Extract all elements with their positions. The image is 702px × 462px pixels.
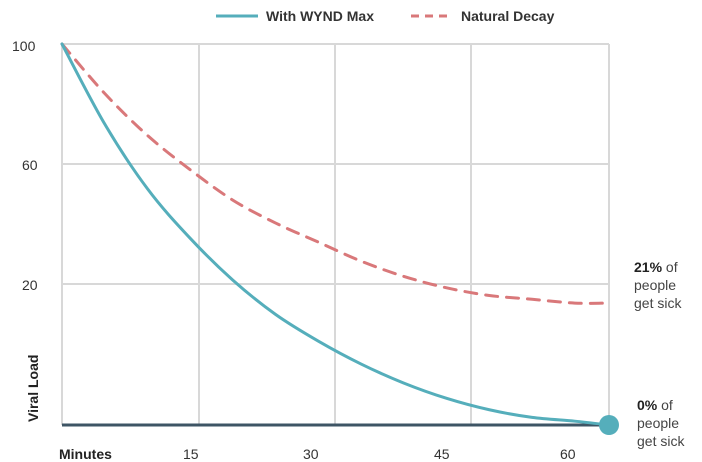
x-tick-label-15: 15 [183,446,199,462]
svg-text:21% of: 21% of [634,259,678,275]
annotation-natural-decay-line2: people [634,277,676,293]
x-axis-title: Minutes [59,446,112,462]
x-tick-label-60: 60 [560,446,576,462]
annotation-with-wynd-max-line3: get sick [637,433,685,449]
annotation-natural-decay-percent: 21% [634,259,663,275]
legend-label-natural-decay: Natural Decay [461,8,555,24]
legend-label-with-wynd-max: With WYND Max [266,8,374,24]
legend: With WYND Max Natural Decay [216,8,555,24]
series-line-with-wynd-max [60,42,611,427]
series-lines [60,42,619,435]
grid-lines [61,43,610,427]
y-tick-label-100: 100 [12,38,36,54]
x-tick-label-45: 45 [434,446,450,462]
y-axis-title: Viral Load [25,355,41,422]
annotation-natural-decay-line3: get sick [634,295,682,311]
svg-text:0% of: 0% of [637,397,673,413]
y-tick-label-60: 60 [22,157,38,173]
annotation-with-wynd-max-percent: 0% [637,397,658,413]
annotation-with-wynd-max: 0% of people get sick [637,397,685,449]
annotation-with-wynd-max-line2: people [637,415,679,431]
annotation-natural-decay-of: of [662,259,678,275]
end-point-with-wynd-max [599,415,619,435]
annotation-natural-decay: 21% of people get sick [634,259,682,311]
series-line-natural-decay [60,42,611,305]
annotation-with-wynd-max-of: of [657,397,673,413]
y-tick-label-20: 20 [22,277,38,293]
x-tick-label-30: 30 [303,446,319,462]
